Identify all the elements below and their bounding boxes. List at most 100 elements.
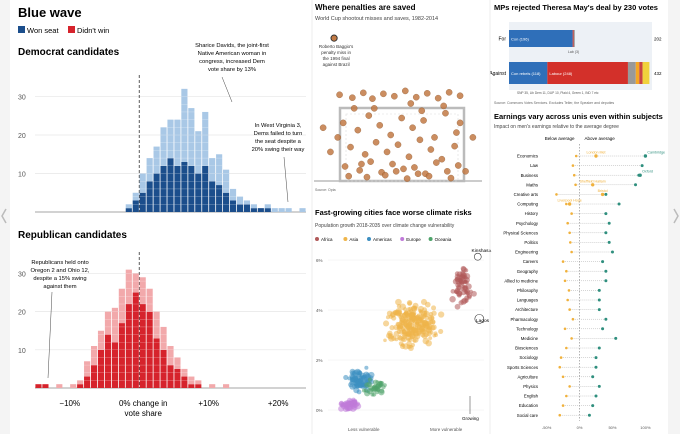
earnings-dot-max — [604, 212, 608, 216]
earnings-dot-min — [570, 250, 573, 254]
earnings-category-label: Philosophy — [517, 288, 539, 293]
bar-lost — [146, 158, 153, 182]
penalty-dot — [456, 92, 464, 100]
earnings-category-label: Medicine — [521, 336, 539, 341]
penalty-source: Source: Opta — [315, 188, 336, 192]
earnings-named-label: Liverpool Hope — [558, 199, 582, 203]
bar-won — [125, 304, 132, 388]
earnings-dot-max — [617, 202, 621, 206]
bar-lost — [243, 200, 251, 205]
earnings-category-label: History — [525, 211, 539, 216]
mps-source: Source: Commons Votes Services. Excludes… — [494, 101, 614, 105]
bar-lost — [160, 326, 167, 350]
city-dot — [423, 310, 428, 315]
bar-won — [229, 200, 237, 212]
city-dot — [459, 279, 465, 285]
earnings-dot-min — [570, 337, 573, 340]
earnings-category-label: Psychology — [516, 221, 539, 226]
earnings-x-tick-label: 100% — [640, 425, 651, 430]
earnings-dot-min — [561, 260, 565, 263]
carousel-prev-handle[interactable] — [0, 205, 8, 227]
city-dot — [407, 301, 412, 306]
earnings-dot-min — [570, 212, 573, 215]
penalty-dot — [438, 155, 446, 163]
earnings-dot-max — [597, 384, 601, 388]
earnings-category-label: Maths — [526, 182, 538, 187]
city-dot — [395, 298, 402, 306]
penalty-subtitle: World Cup shootout misses and saves, 198… — [315, 16, 438, 22]
city-dot — [450, 289, 456, 294]
city-dot — [398, 341, 404, 347]
y-tick-label: 10 — [18, 172, 26, 179]
earnings-title: Earnings vary across unis even within su… — [494, 112, 663, 121]
carousel-next-handle[interactable] — [672, 205, 680, 227]
city-dot — [344, 401, 352, 408]
y-tick-label: 10 — [18, 348, 26, 355]
penalty-dot — [400, 165, 407, 173]
penalty-dot — [341, 163, 349, 170]
city-dot — [366, 381, 373, 388]
city-dot — [408, 315, 413, 320]
bar-lost — [139, 277, 146, 304]
penalty-dot — [347, 143, 354, 151]
earnings-below-label: Below average — [545, 136, 575, 141]
city-dot — [437, 311, 445, 318]
dem-annotation-line: the seat despite a — [255, 139, 302, 145]
city-dot — [397, 323, 404, 329]
city-dot — [454, 303, 461, 310]
earnings-dot-max — [597, 298, 601, 302]
city-dot — [455, 290, 463, 297]
x-tick-label: +20% — [268, 399, 289, 408]
earnings-category-label: Physical Sciences — [503, 230, 538, 235]
mps-vote-bars: For Con (196) 202 Against Con rebels (118) La… — [489, 22, 662, 105]
bar-won — [132, 292, 139, 388]
earnings-dot-max — [597, 288, 601, 292]
bar-won — [250, 208, 257, 212]
earnings-dot-max — [591, 404, 595, 408]
earnings-dot-max — [597, 308, 601, 312]
bar-lost — [90, 346, 98, 366]
bar-lost — [118, 288, 125, 324]
bar-won — [243, 204, 251, 212]
penalty-dot — [334, 134, 342, 141]
penalty-dot — [369, 95, 376, 102]
city-highlight — [473, 252, 482, 261]
cities-y-tick-label: 4% — [316, 308, 323, 313]
cities-y-tick-label: 0% — [316, 408, 323, 413]
bar-won — [132, 200, 139, 212]
city-dot — [412, 336, 419, 343]
mps-bar-segment — [509, 30, 573, 47]
penalty-dot — [412, 93, 420, 101]
city-highlight — [474, 314, 485, 324]
earnings-dot-min — [558, 413, 562, 417]
city-dot — [389, 325, 395, 331]
earnings-named-label: Oxford — [642, 170, 653, 174]
legend-won-swatch — [18, 26, 25, 33]
annotation-leader — [47, 291, 53, 379]
penalty-dot — [423, 90, 431, 97]
rep-annotation-line: against them — [43, 284, 76, 290]
city-dot — [431, 305, 437, 311]
bar-won — [167, 158, 174, 212]
city-dot — [348, 382, 354, 388]
earnings-dot-max — [601, 260, 605, 264]
dem-chart-title: Democrat candidates — [18, 47, 120, 58]
earnings-dot-max — [594, 365, 598, 369]
city-dot — [391, 315, 397, 321]
bar-lost — [174, 357, 181, 369]
penalty-dot — [425, 172, 433, 180]
city-dot — [428, 336, 433, 341]
city-dot — [406, 337, 411, 342]
earnings-named-dot — [594, 154, 598, 158]
earnings-category-label: English — [524, 394, 539, 399]
earnings-named-dot — [567, 202, 572, 206]
city-dot — [406, 307, 412, 312]
city-dot — [454, 271, 460, 277]
city-dot — [463, 275, 468, 280]
penalty-dot — [462, 168, 469, 175]
city-dot — [425, 339, 432, 347]
city-dot — [368, 371, 375, 379]
earnings-category-label: Creative arts — [514, 192, 538, 197]
bar-lost — [167, 119, 174, 159]
